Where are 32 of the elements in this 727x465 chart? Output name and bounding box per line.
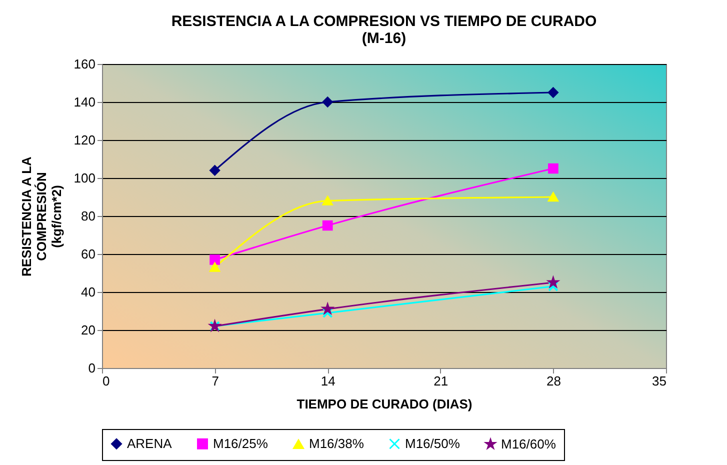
x-tick-label: 0 (102, 374, 110, 388)
y-tick-label: 160 (74, 56, 96, 72)
legend-label: M16/38% (309, 436, 364, 452)
legend-label: ARENA (127, 436, 172, 451)
y-axis-title: RESISTENCIA A LA COMPRESIÓN (kgf/cm*2) (18, 156, 64, 276)
point (322, 96, 333, 108)
y-tick-label: 140 (74, 94, 96, 110)
y-tick-label: 20 (81, 322, 96, 338)
y-tick-label: 60 (81, 246, 96, 262)
y-tick-label: 120 (74, 132, 96, 148)
x-tick-label: 28 (546, 374, 561, 388)
point (210, 262, 220, 272)
y-tick-label: 0 (88, 360, 96, 376)
y-tick-label: 80 (81, 208, 96, 224)
point (548, 87, 558, 98)
x-tick-label: 35 (652, 374, 666, 388)
x-axis-title: TIEMPO DE CURADO (DIAS) (296, 396, 472, 412)
point (548, 192, 558, 202)
x-tick-label: 14 (320, 374, 336, 388)
legend-label: M16/60% (501, 436, 556, 452)
x-tick-label: 21 (434, 374, 448, 388)
legend-label: M16/50% (405, 436, 460, 451)
legend-label: M16/25% (213, 436, 268, 451)
chart-title: RESISTENCIA A LA COMPRESION VS TIEMPO DE CURADO (M-16) (171, 13, 597, 47)
point (548, 163, 558, 174)
point (210, 165, 220, 176)
point (210, 254, 220, 265)
x-tick-label: 7 (212, 374, 219, 388)
point (322, 220, 333, 231)
y-tick-label: 100 (74, 170, 96, 186)
y-tick-label: 40 (81, 284, 96, 300)
point (322, 196, 333, 206)
